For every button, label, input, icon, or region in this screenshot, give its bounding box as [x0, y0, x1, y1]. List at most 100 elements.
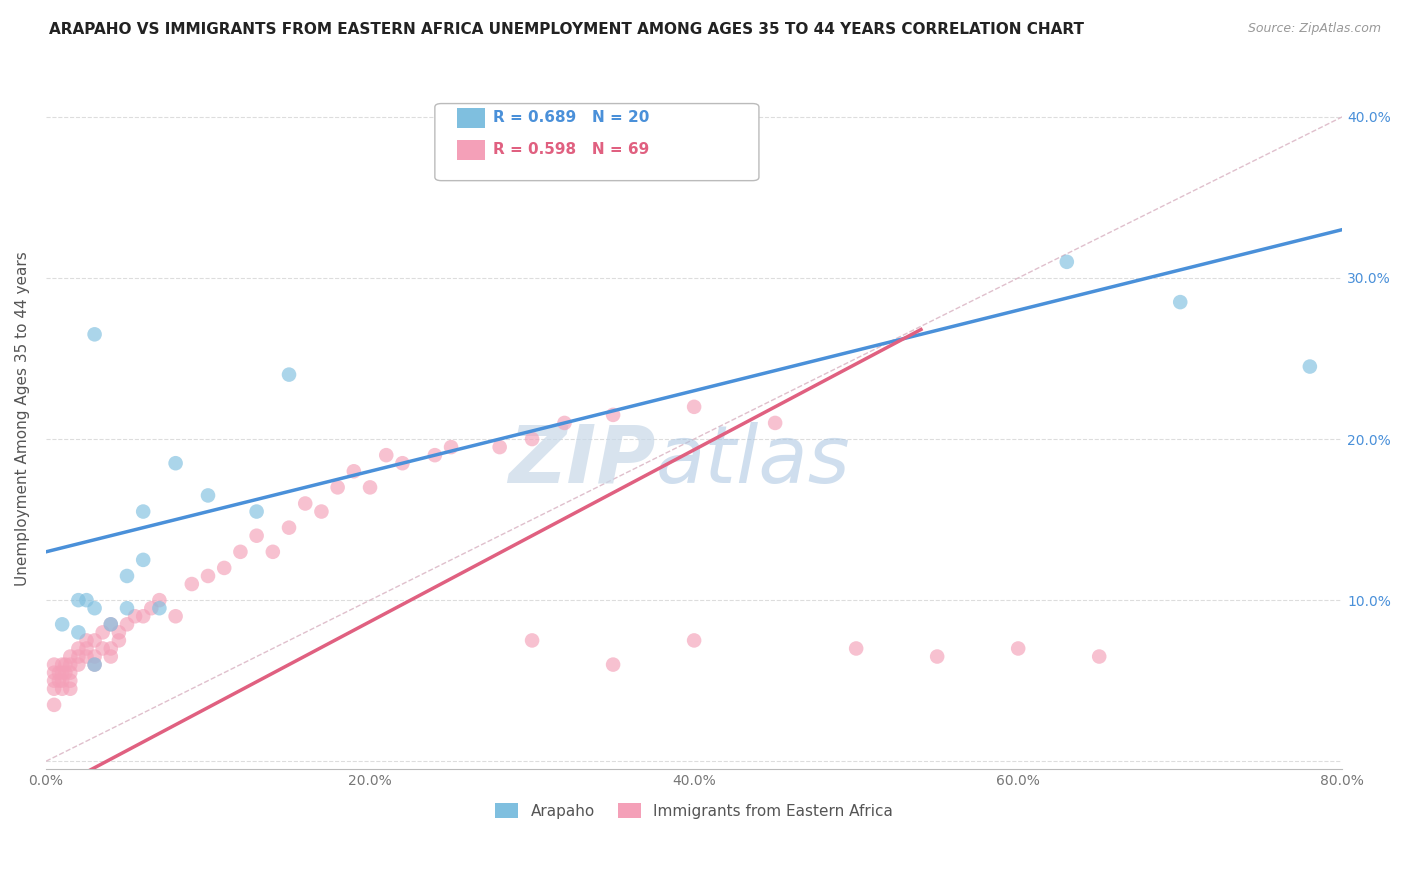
Point [115, 569, 138, 583]
Point [927, 649, 949, 664]
Point [326, 480, 349, 494]
Point [375, 448, 398, 462]
Point [83, 601, 105, 615]
Point [59, 673, 82, 688]
Point [488, 440, 510, 454]
Y-axis label: Unemployment Among Ages 35 to 44 years: Unemployment Among Ages 35 to 44 years [15, 252, 30, 586]
Point [115, 617, 138, 632]
Point [48, 665, 70, 680]
Point [51, 617, 73, 632]
Point [180, 577, 202, 591]
Point [246, 529, 269, 543]
Legend: Arapaho, Immigrants from Eastern Africa: Arapaho, Immigrants from Eastern Africa [489, 797, 898, 825]
Point [100, 641, 122, 656]
Point [100, 649, 122, 664]
Point [1088, 649, 1111, 664]
Point [683, 633, 706, 648]
Point [212, 561, 235, 575]
Point [763, 416, 786, 430]
Point [55, 665, 77, 680]
Point [108, 625, 131, 640]
Text: atlas: atlas [655, 422, 851, 500]
Point [76, 649, 98, 664]
Point [165, 456, 187, 470]
Point [83, 657, 105, 672]
Point [132, 553, 155, 567]
Point [683, 400, 706, 414]
Point [59, 657, 82, 672]
Point [1168, 295, 1191, 310]
Point [359, 480, 381, 494]
Point [76, 593, 98, 607]
Point [520, 633, 543, 648]
Point [278, 368, 301, 382]
Point [115, 601, 138, 615]
Point [91, 641, 114, 656]
Point [100, 617, 122, 632]
Point [343, 464, 366, 478]
Point [100, 617, 122, 632]
Point [59, 681, 82, 696]
Point [602, 657, 624, 672]
Point [311, 504, 333, 518]
Point [42, 698, 65, 712]
Point [391, 456, 413, 470]
Point [51, 657, 73, 672]
Point [67, 649, 90, 664]
Point [42, 665, 65, 680]
Point [278, 521, 301, 535]
Text: R = 0.598   N = 69: R = 0.598 N = 69 [494, 142, 650, 157]
Point [59, 665, 82, 680]
Point [1299, 359, 1322, 374]
Point [91, 625, 114, 640]
Point [1007, 641, 1029, 656]
Point [132, 609, 155, 624]
Point [51, 681, 73, 696]
Bar [457, 109, 485, 128]
Point [124, 609, 146, 624]
Text: ZIP: ZIP [508, 422, 655, 500]
Text: ARAPAHO VS IMMIGRANTS FROM EASTERN AFRICA UNEMPLOYMENT AMONG AGES 35 TO 44 YEARS: ARAPAHO VS IMMIGRANTS FROM EASTERN AFRIC… [49, 22, 1084, 37]
Point [197, 569, 219, 583]
Point [845, 641, 868, 656]
Point [55, 657, 77, 672]
Point [141, 601, 163, 615]
Point [51, 665, 73, 680]
Point [520, 432, 543, 446]
Point [48, 673, 70, 688]
Point [602, 408, 624, 422]
Point [108, 633, 131, 648]
Point [246, 504, 269, 518]
Point [148, 593, 170, 607]
Point [553, 416, 575, 430]
Point [83, 327, 105, 342]
Point [262, 545, 284, 559]
Point [229, 545, 252, 559]
Point [67, 641, 90, 656]
Point [51, 673, 73, 688]
Point [148, 601, 170, 615]
Point [42, 657, 65, 672]
Point [42, 681, 65, 696]
Point [197, 488, 219, 502]
Point [423, 448, 446, 462]
Point [83, 657, 105, 672]
Text: Source: ZipAtlas.com: Source: ZipAtlas.com [1247, 22, 1381, 36]
Point [294, 496, 316, 510]
Point [67, 593, 90, 607]
Point [440, 440, 463, 454]
FancyBboxPatch shape [434, 103, 759, 181]
Point [83, 633, 105, 648]
Point [1056, 255, 1078, 269]
Point [76, 633, 98, 648]
Point [67, 657, 90, 672]
Text: R = 0.689   N = 20: R = 0.689 N = 20 [494, 110, 650, 125]
Point [76, 641, 98, 656]
Point [83, 649, 105, 664]
Point [42, 673, 65, 688]
Point [132, 504, 155, 518]
Bar [457, 140, 485, 160]
Point [59, 649, 82, 664]
Point [165, 609, 187, 624]
Point [67, 625, 90, 640]
